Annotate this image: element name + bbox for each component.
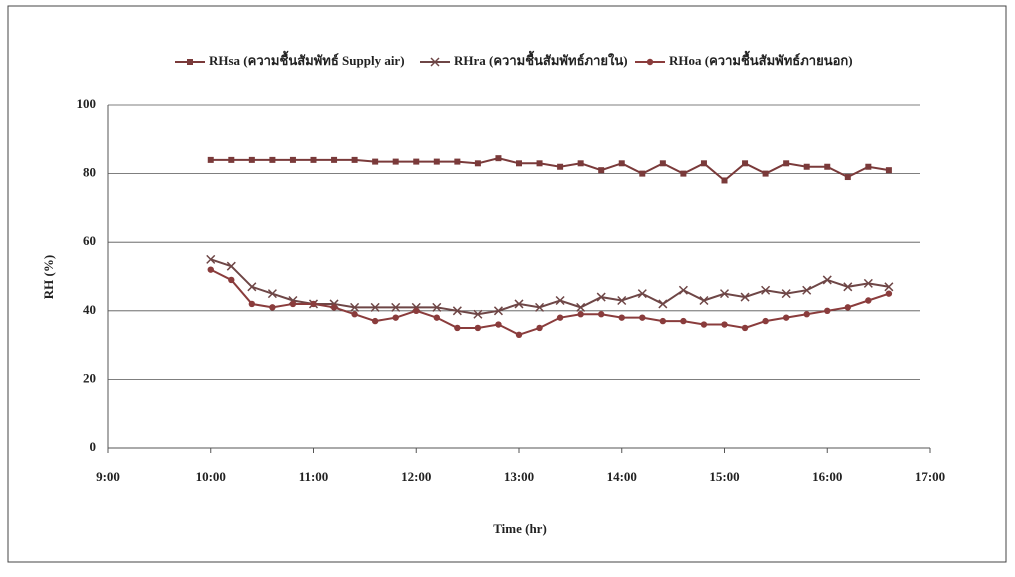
marker (639, 171, 645, 177)
marker (475, 325, 481, 331)
marker (208, 266, 214, 272)
x-tick-label: 16:00 (812, 469, 842, 484)
x-tick-label: 12:00 (401, 469, 431, 484)
marker (804, 164, 810, 170)
marker (393, 314, 399, 320)
marker (372, 159, 378, 165)
marker (722, 177, 728, 183)
marker (454, 325, 460, 331)
x-tick-label: 17:00 (915, 469, 945, 484)
marker (845, 304, 851, 310)
marker (783, 314, 789, 320)
marker (619, 314, 625, 320)
marker (660, 318, 666, 324)
marker (269, 157, 275, 163)
chart: Time (hr) RH (%) 0 20 40 60 80 100 9:00 10:00 11… (0, 0, 1015, 572)
marker (454, 159, 460, 165)
marker (351, 311, 357, 317)
x-tick-label: 13:00 (504, 469, 534, 484)
marker (475, 160, 481, 166)
marker (311, 157, 317, 163)
marker (537, 160, 543, 166)
marker (619, 160, 625, 166)
marker (845, 174, 851, 180)
marker (865, 297, 871, 303)
x-axis-title: Time (hr) (493, 521, 547, 536)
y-tick-label: 0 (90, 439, 97, 454)
marker (598, 167, 604, 173)
marker (536, 325, 542, 331)
legend-label: RHoa (ความชื้นสัมพัทธ์ภายนอก) (669, 50, 853, 68)
y-tick-label: 20 (83, 370, 96, 385)
marker (352, 157, 358, 163)
marker (557, 314, 563, 320)
marker (578, 160, 584, 166)
marker (577, 311, 583, 317)
marker (824, 308, 830, 314)
marker (647, 59, 653, 65)
marker (865, 164, 871, 170)
marker (701, 160, 707, 166)
marker (413, 159, 419, 165)
marker (783, 160, 789, 166)
marker (310, 301, 316, 307)
marker (680, 171, 686, 177)
marker (434, 159, 440, 165)
marker (413, 308, 419, 314)
y-tick-label: 60 (83, 233, 96, 248)
marker (228, 277, 234, 283)
y-tick-label: 80 (83, 165, 96, 180)
marker (372, 318, 378, 324)
marker (762, 318, 768, 324)
marker (516, 332, 522, 338)
marker (290, 157, 296, 163)
marker (742, 160, 748, 166)
legend-label: RHsa (ความชื้นสัมพัทธ์ Supply air) (209, 50, 405, 68)
marker (742, 325, 748, 331)
marker (495, 155, 501, 161)
y-tick-label: 100 (77, 96, 97, 111)
marker (886, 290, 892, 296)
marker (639, 314, 645, 320)
x-tick-label: 9:00 (96, 469, 120, 484)
x-tick-label: 10:00 (196, 469, 226, 484)
marker (598, 311, 604, 317)
legend-label: RHra (ความชื้นสัมพัทธ์ภายใน) (454, 50, 628, 68)
marker (824, 164, 830, 170)
marker (290, 301, 296, 307)
marker (434, 314, 440, 320)
marker (516, 160, 522, 166)
marker (557, 164, 563, 170)
y-tick-label: 40 (83, 302, 96, 317)
marker (393, 159, 399, 165)
marker (208, 157, 214, 163)
marker (249, 157, 255, 163)
marker (660, 160, 666, 166)
marker (331, 304, 337, 310)
x-tick-label: 11:00 (299, 469, 329, 484)
marker (763, 171, 769, 177)
marker (331, 157, 337, 163)
marker (721, 321, 727, 327)
marker (187, 59, 193, 65)
x-tick-label: 14:00 (607, 469, 637, 484)
marker (804, 311, 810, 317)
marker (228, 157, 234, 163)
marker (249, 301, 255, 307)
y-axis-title: RH (%) (41, 255, 56, 299)
marker (886, 167, 892, 173)
marker (269, 304, 275, 310)
x-tick-label: 15:00 (709, 469, 739, 484)
marker (680, 318, 686, 324)
marker (495, 321, 501, 327)
marker (701, 321, 707, 327)
